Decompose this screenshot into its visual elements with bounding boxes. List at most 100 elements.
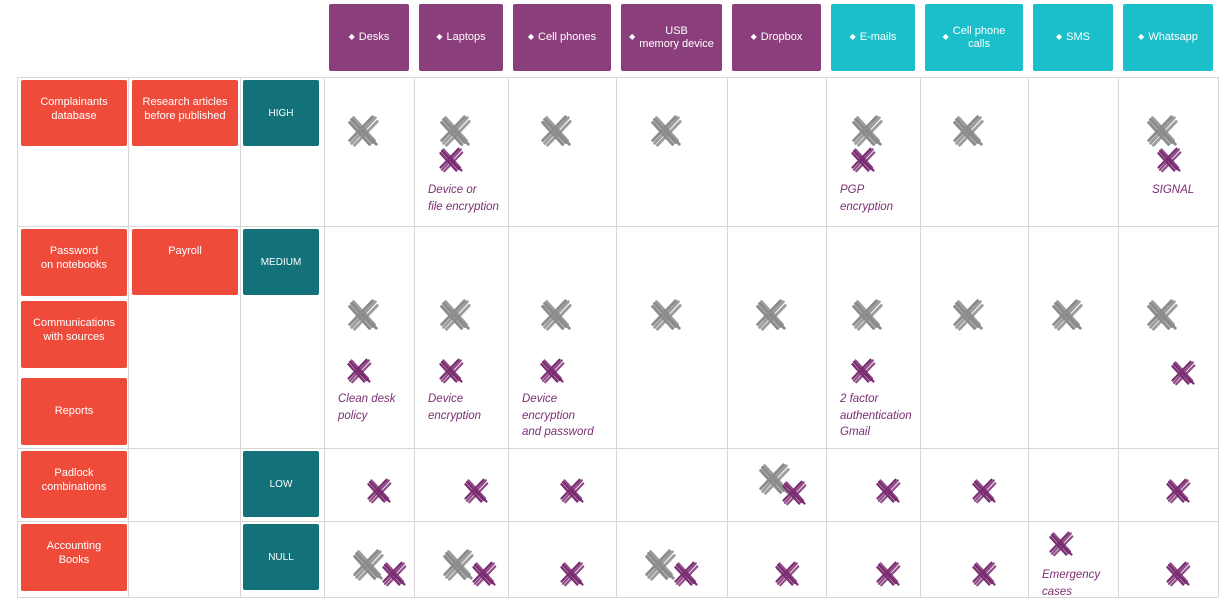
mitigation-cross-icon [439,358,464,384]
asset-label: Communications with sources [21,301,127,368]
mitigation-cross-icon [876,478,901,504]
risk-cross-icon [650,299,682,331]
mitigation-cross-icon [382,561,407,587]
mitigation-cross-icon [439,147,464,173]
mitigation-note: Device encryption [428,393,482,422]
mitigation-cross-icon [1166,478,1191,504]
mitigation-cross-icon [876,561,901,587]
grid-line-vertical [616,77,617,597]
mitigation-cross-icon [1049,531,1074,557]
grid-line-horizontal [17,521,1218,522]
mitigation-note: Emergency cases [1042,569,1101,598]
mitigation-cross-icon [1171,360,1196,386]
mitigation-cross-icon [851,358,876,384]
mitigation-cross-icon [972,561,997,587]
mitigation-cross-icon [560,561,585,587]
mitigation-cross-icon [774,561,799,587]
mitigation-note: Clean desk policy [338,393,396,422]
column-header-dropbox[interactable]: ◆ Dropbox [732,4,821,71]
asset-label: Password on notebooks [21,229,127,296]
risk-cross-icon [1147,115,1178,147]
risk-cross-icon [541,115,572,147]
grid-line-vertical [240,77,241,597]
level-badge-high: HIGH [243,80,319,146]
risk-cross-icon [953,115,984,147]
grid-line-vertical [727,77,728,597]
grid-line-vertical [324,77,325,597]
secondary-asset-label: Payroll [132,229,238,295]
column-header-desks[interactable]: ◆ Desks [329,4,409,71]
grid-line-horizontal [17,597,1218,598]
bullet-diamond-icon: ◆ [629,31,636,41]
column-header-laptops[interactable]: ◆ Laptops [419,4,503,71]
risk-cross-icon [440,115,471,147]
grid-line-vertical [1118,77,1119,597]
secondary-asset-label: Research articles before published [132,80,238,146]
risk-cross-icon [353,549,384,581]
risk-cross-icon [443,549,474,581]
grid-line-horizontal [17,226,1218,227]
mitigation-note: SIGNAL [1152,184,1195,196]
column-header-label: E-mails [859,31,897,44]
grid-line-vertical [128,77,129,597]
bullet-diamond-icon: ◆ [1138,31,1145,41]
level-badge-medium: MEDIUM [243,229,319,295]
mitigation-cross-icon [674,561,699,587]
bullet-diamond-icon: ◆ [527,31,535,41]
column-header-sms[interactable]: ◆ SMS [1033,4,1113,71]
mitigation-cross-icon [347,358,372,384]
mitigation-cross-icon [972,478,997,504]
bullet-diamond-icon: ◆ [750,31,757,41]
mitigation-cross-icon [367,478,392,504]
risk-cross-icon [645,549,676,581]
mitigation-cross-icon [782,480,807,506]
risk-cross-icon [541,299,572,331]
grid-line-vertical [414,77,415,597]
grid-line-vertical [826,77,827,597]
mitigation-cross-icon [560,478,585,504]
column-header-label: Whatsapp [1148,31,1198,44]
column-header-whatsapp[interactable]: ◆ Whatsapp [1123,4,1213,71]
asset-label: Complainants database [21,80,127,146]
grid-line-vertical [920,77,921,597]
bullet-diamond-icon: ◆ [436,31,443,41]
level-badge-low: LOW [243,451,319,517]
mitigation-note: Device encryption and password [522,393,594,439]
risk-cross-icon [759,463,790,495]
risk-cross-icon [440,299,471,331]
risk-cross-icon [650,115,682,147]
column-header-label: Cell phones [538,31,597,44]
asset-label: Reports [21,378,127,445]
grid-line-vertical [1028,77,1029,597]
bullet-diamond-icon: ◆ [942,31,949,41]
column-header-cellphones[interactable]: ◆ Cell phones [513,4,611,71]
risk-cross-icon [348,299,379,331]
risk-cross-icon [755,299,787,331]
mitigation-cross-icon [464,478,489,504]
mitigation-note: Device or file encryption [428,184,499,213]
mitigation-cross-icon [540,358,565,384]
risk-cross-icon [852,115,883,147]
bullet-diamond-icon: ◆ [849,31,856,41]
asset-label: Padlock combinations [21,451,127,518]
grid-line-vertical [508,77,509,597]
column-header-label: USB memory device [639,24,714,50]
risk-cross-icon [348,115,379,147]
column-header-usb[interactable]: ◆ USB memory device [621,4,722,71]
risk-cross-icon [953,299,984,331]
column-header-label: SMS [1066,31,1090,44]
column-header-label: Laptops [446,31,486,44]
bullet-diamond-icon: ◆ [1056,31,1063,41]
mitigation-cross-icon [472,561,497,587]
mitigation-note: 2 factor authentication Gmail [840,393,912,439]
mitigation-cross-icon [851,147,876,173]
mitigation-cross-icon [1166,561,1191,587]
mitigation-note: PGP encryption [840,184,894,213]
grid-line-left [17,77,18,597]
risk-cross-icon [1147,299,1178,331]
column-header-calls[interactable]: ◆ Cell phone calls [925,4,1023,71]
column-header-label: Desks [358,31,390,44]
risk-cross-icon [852,299,883,331]
grid-line-horizontal [17,77,1218,78]
column-header-emails[interactable]: ◆ E-mails [831,4,915,71]
